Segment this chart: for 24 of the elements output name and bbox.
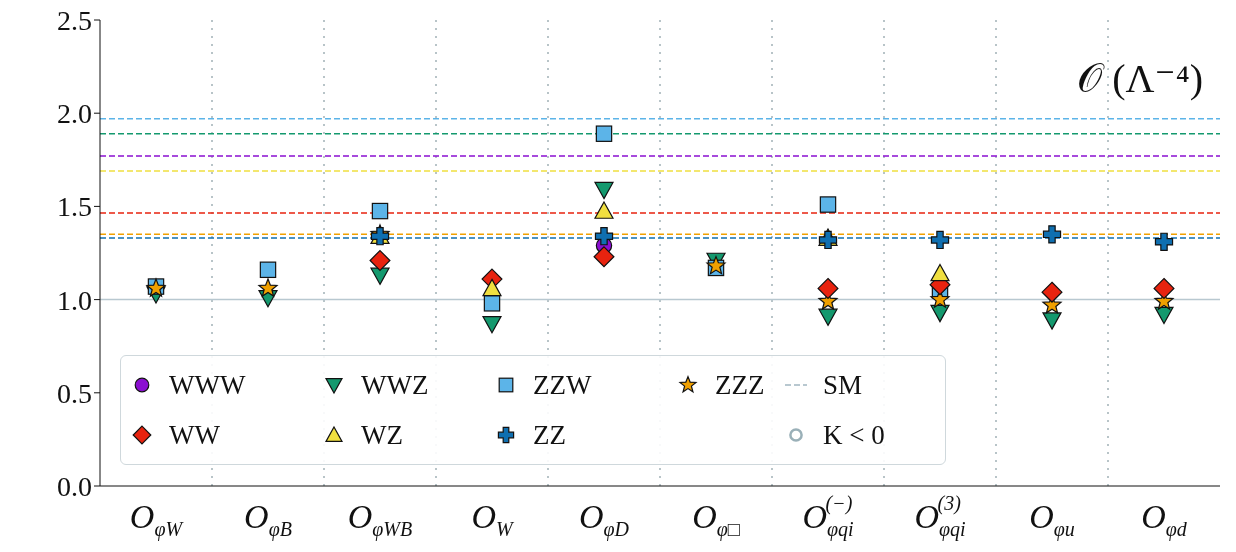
legend-label: WWZ — [361, 369, 429, 401]
legend-label: WWW — [169, 369, 246, 401]
y-tick-label: 2.0 — [57, 98, 92, 130]
y-tick-label: 1.0 — [57, 284, 92, 316]
x-tick-label: O$_{φB}$ — [244, 498, 292, 541]
legend-label: WZ — [361, 419, 403, 451]
annotation: 𝒪 (Λ⁻⁴) — [1077, 56, 1203, 101]
legend-label: ZZ — [533, 419, 566, 451]
y-tick-label: 0.5 — [57, 377, 92, 409]
x-tick-label: O$_{φ□}$ — [692, 498, 740, 541]
legend-label: WW — [169, 419, 220, 451]
x-tick-label: O$_{φd}$ — [1141, 498, 1188, 541]
legend-label: ZZW — [533, 369, 592, 401]
y-tick-label: 0.0 — [57, 470, 92, 502]
x-tick-label: O$_{φWB}$ — [347, 498, 413, 541]
legend-label: SM — [823, 369, 863, 401]
legend-label: K < 0 — [823, 419, 885, 451]
x-tick-label: O$_{φu}$ — [1029, 498, 1075, 541]
x-tick-label: O$_{φD}$ — [578, 498, 630, 541]
legend-label: ZZZ — [715, 369, 765, 401]
y-tick-label: 2.5 — [57, 4, 92, 36]
x-tick-label: O$_{W}$ — [471, 498, 515, 540]
x-tick-label: O$_{φW}$ — [129, 498, 185, 541]
y-tick-label: 1.5 — [57, 191, 92, 223]
